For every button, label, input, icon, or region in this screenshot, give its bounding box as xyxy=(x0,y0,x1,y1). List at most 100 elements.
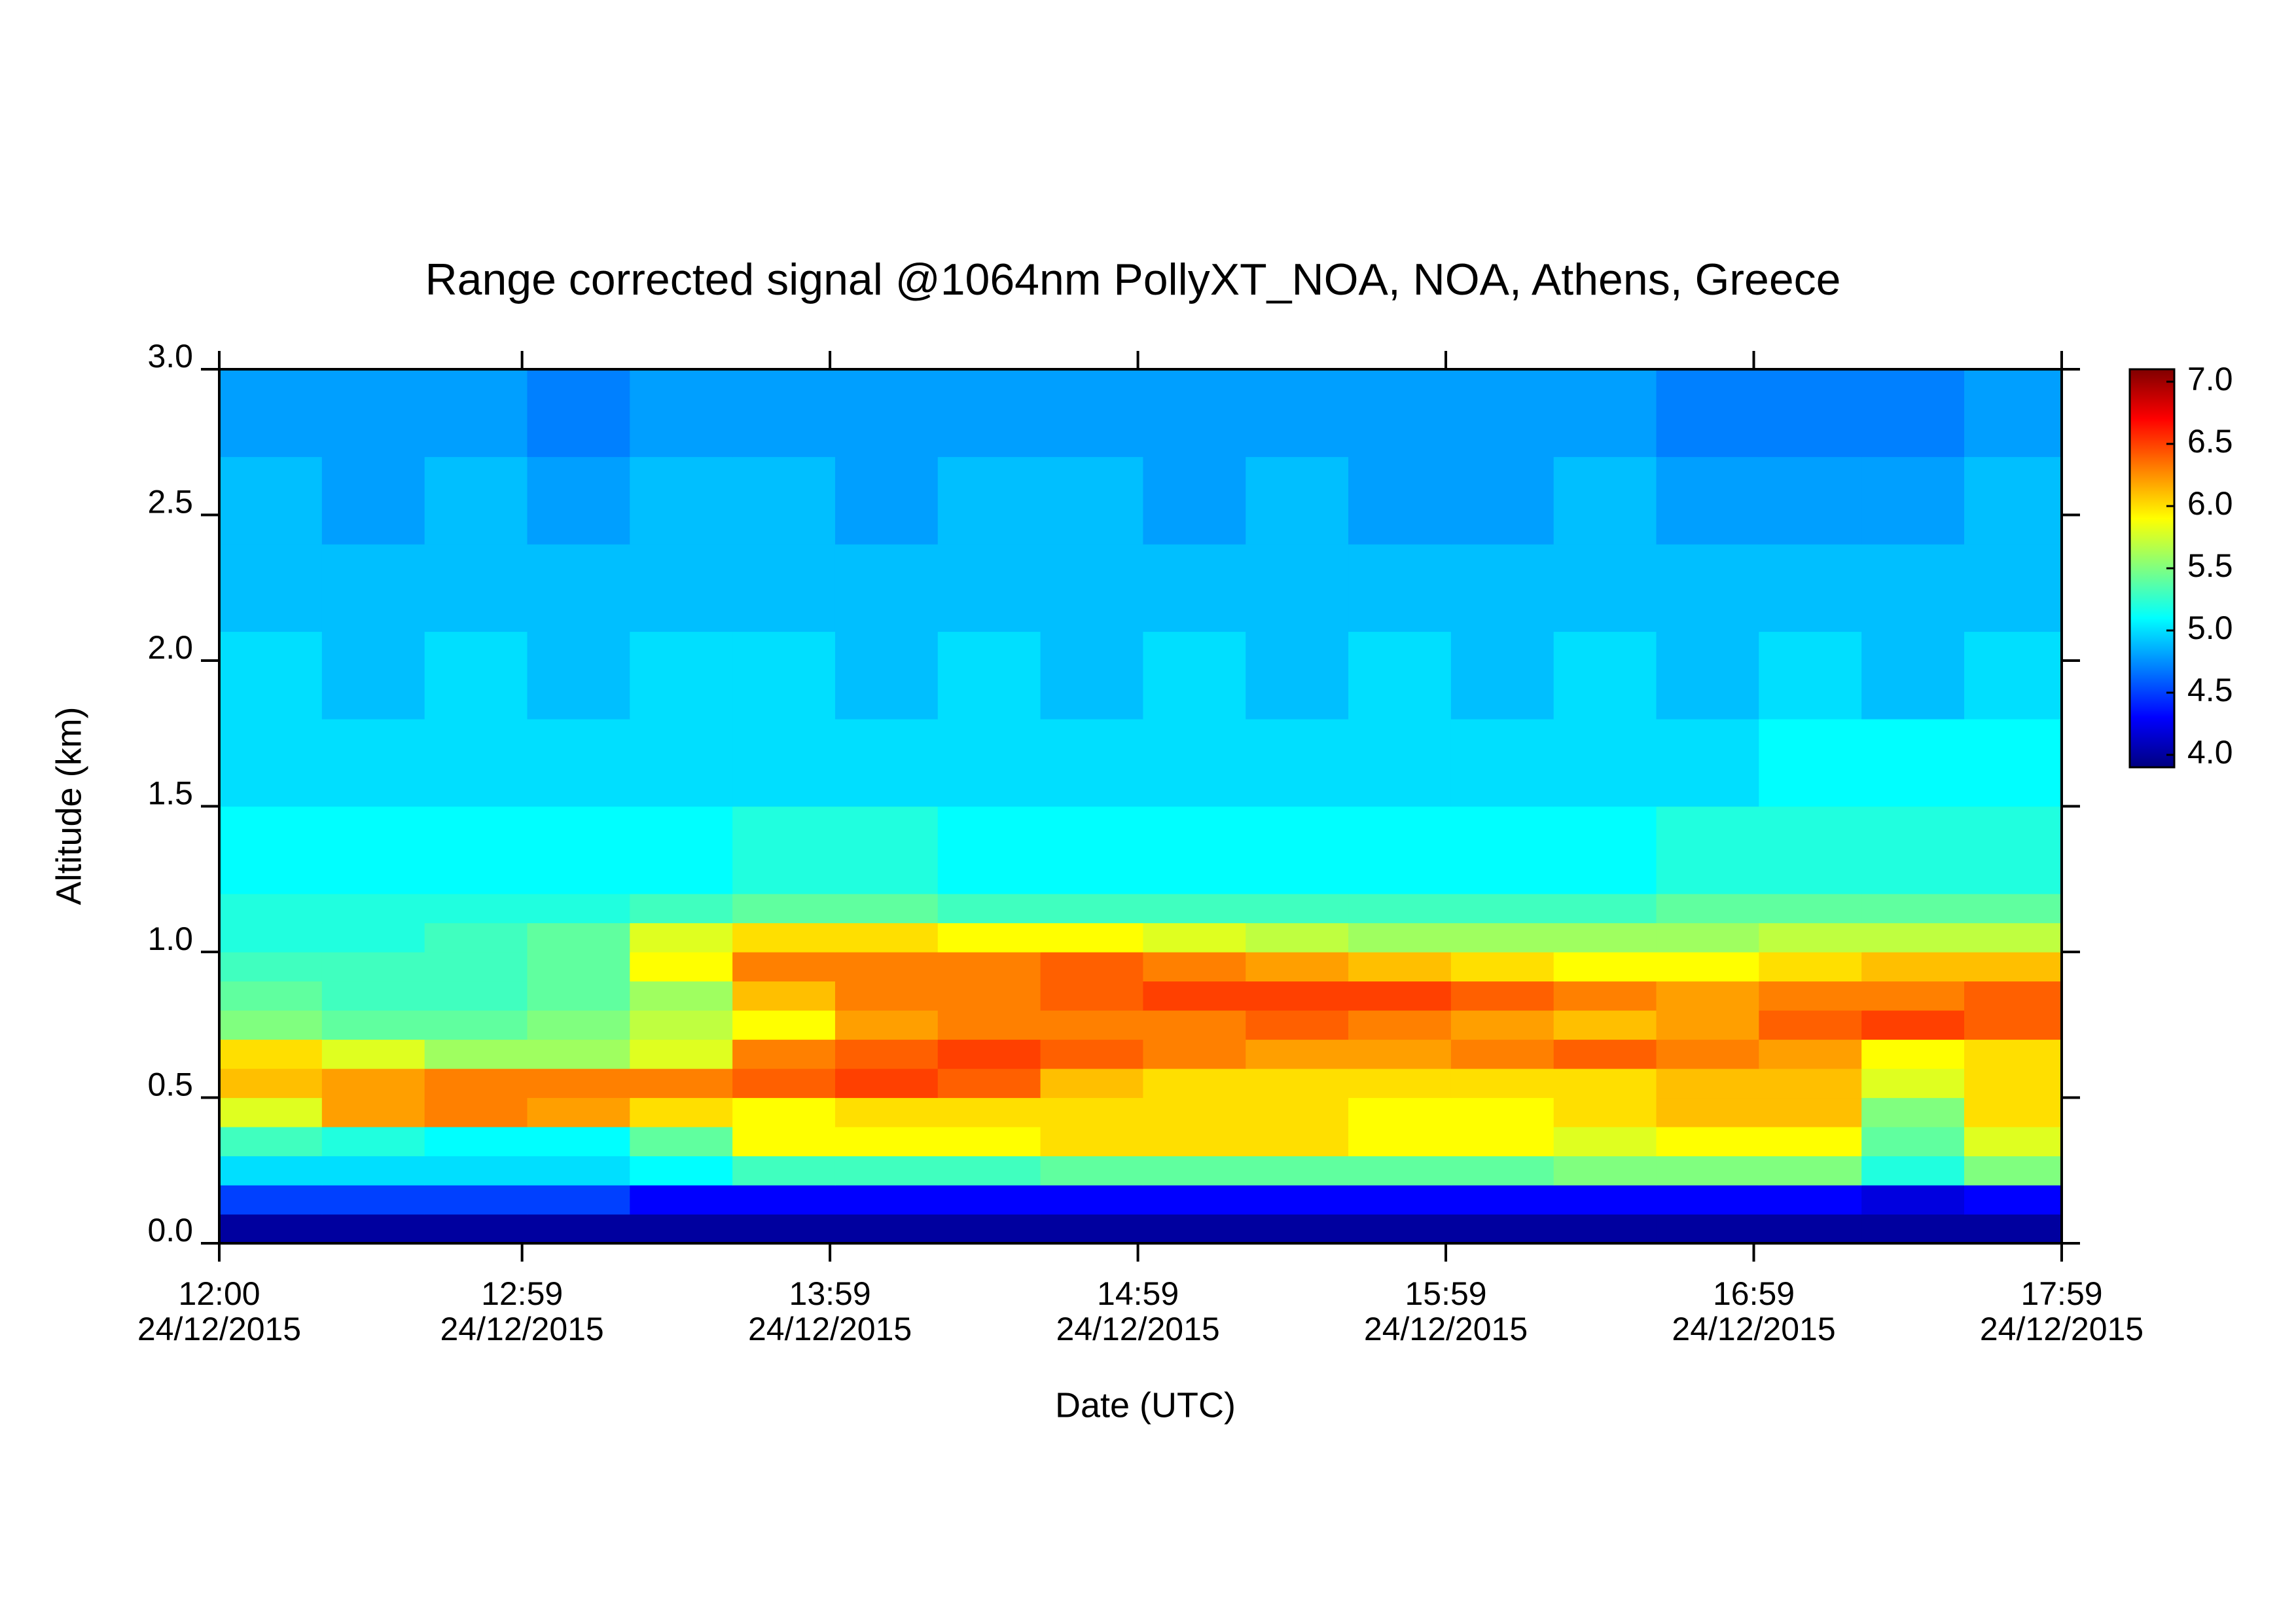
heatmap-cell xyxy=(1656,806,1759,894)
heatmap-cell xyxy=(834,922,939,953)
heatmap-cell xyxy=(321,1127,425,1157)
heatmap-cell xyxy=(424,719,528,807)
heatmap-cell xyxy=(321,952,425,982)
heatmap-cell xyxy=(1040,952,1144,982)
heatmap-cell xyxy=(1759,369,1862,458)
heatmap-cell xyxy=(1964,631,2062,720)
heatmap-cell xyxy=(1964,369,2062,458)
heatmap-cell xyxy=(1861,1156,1965,1186)
heatmap-cell xyxy=(1348,981,1452,1011)
heatmap-cell xyxy=(937,1039,1041,1069)
heatmap-cell xyxy=(1246,1214,1349,1244)
heatmap-cell xyxy=(1246,1156,1349,1186)
heatmap-cell xyxy=(1246,922,1349,953)
heatmap-cell xyxy=(1040,1068,1144,1099)
heatmap-cell xyxy=(1450,719,1554,807)
colorbar-tick-label: 7.0 xyxy=(2187,361,2233,397)
heatmap-cell xyxy=(424,1214,528,1244)
heatmap-cell xyxy=(1143,369,1246,458)
heatmap-cell xyxy=(527,1127,630,1157)
heatmap-cell xyxy=(1143,806,1246,894)
heatmap-cell xyxy=(1964,1097,2062,1127)
heatmap-cell xyxy=(1759,806,1862,894)
heatmap-cell xyxy=(321,1010,425,1040)
heatmap-cell xyxy=(1040,922,1144,953)
heatmap-cell xyxy=(1656,1127,1759,1157)
heatmap-cell xyxy=(527,894,630,924)
heatmap-cell xyxy=(630,806,733,894)
heatmap-cell xyxy=(1656,719,1759,807)
heatmap-cell xyxy=(1759,719,1862,807)
heatmap-cell xyxy=(732,1039,836,1069)
heatmap-cell xyxy=(1348,1156,1452,1186)
heatmap-cell xyxy=(1861,922,1965,953)
heatmap-cell xyxy=(219,894,323,924)
y-tick-label: 0.5 xyxy=(147,1067,193,1103)
heatmap-cell xyxy=(527,1039,630,1069)
heatmap-cell xyxy=(1759,1010,1862,1040)
heatmap-cell xyxy=(937,1156,1041,1186)
heatmap-cell xyxy=(321,544,425,632)
heatmap-cell xyxy=(1246,719,1349,807)
heatmap-cell xyxy=(1861,719,1965,807)
heatmap-cell xyxy=(1656,1156,1759,1186)
heatmap-cell xyxy=(1450,952,1554,982)
heatmap-cell xyxy=(1861,456,1965,545)
heatmap-cell xyxy=(1450,369,1554,458)
heatmap-cell xyxy=(1553,1214,1657,1244)
heatmap-cell xyxy=(834,981,939,1011)
heatmap-cell xyxy=(219,1010,323,1040)
heatmap-cell xyxy=(1450,1156,1554,1186)
heatmap-cell xyxy=(321,981,425,1011)
heatmap-cell xyxy=(1040,1214,1144,1244)
heatmap-cell xyxy=(1348,456,1452,545)
heatmap-cell xyxy=(1450,894,1554,924)
heatmap-cell xyxy=(630,719,733,807)
heatmap-cell xyxy=(1450,922,1554,953)
heatmap-cell xyxy=(732,894,836,924)
heatmap-cell xyxy=(1759,456,1862,545)
heatmap-cell xyxy=(1348,631,1452,720)
heatmap-cell xyxy=(321,1097,425,1127)
heatmap-cell xyxy=(1553,806,1657,894)
heatmap-cell xyxy=(1759,1156,1862,1186)
heatmap xyxy=(219,369,2062,1244)
heatmap-cell xyxy=(527,456,630,545)
heatmap-cell xyxy=(1450,1039,1554,1069)
heatmap-cell xyxy=(1348,894,1452,924)
heatmap-cell xyxy=(1964,1068,2062,1099)
heatmap-cell xyxy=(1450,1097,1554,1127)
heatmap-cell xyxy=(527,922,630,953)
heatmap-cell xyxy=(1450,631,1554,720)
heatmap-cell xyxy=(937,1010,1041,1040)
heatmap-cell xyxy=(1143,1214,1246,1244)
heatmap-cell xyxy=(1553,456,1657,545)
heatmap-cell xyxy=(1348,1068,1452,1099)
heatmap-cell xyxy=(630,456,733,545)
heatmap-cell xyxy=(424,456,528,545)
y-tick-label: 1.5 xyxy=(147,775,193,812)
heatmap-cell xyxy=(1348,1010,1452,1040)
y-axis-label: Altitude (km) xyxy=(49,706,88,905)
heatmap-cell xyxy=(1553,719,1657,807)
heatmap-cell xyxy=(1040,456,1144,545)
colorbar-tick-label: 6.5 xyxy=(2187,423,2233,460)
heatmap-cell xyxy=(1553,1127,1657,1157)
heatmap-cell xyxy=(219,631,323,720)
heatmap-cell xyxy=(1450,981,1554,1011)
heatmap-cell xyxy=(1861,1185,1965,1215)
heatmap-cell xyxy=(732,806,836,894)
heatmap-cell xyxy=(1348,1214,1452,1244)
heatmap-cell xyxy=(1759,1214,1862,1244)
heatmap-cell xyxy=(219,1156,323,1186)
heatmap-cell xyxy=(527,1214,630,1244)
heatmap-cell xyxy=(630,1068,733,1099)
heatmap-cell xyxy=(1246,1097,1349,1127)
heatmap-cell xyxy=(1450,1010,1554,1040)
heatmap-cell xyxy=(424,1097,528,1127)
heatmap-cell xyxy=(1348,1185,1452,1215)
heatmap-cell xyxy=(1143,922,1246,953)
heatmap-cell xyxy=(1656,894,1759,924)
heatmap-cell xyxy=(219,544,323,632)
